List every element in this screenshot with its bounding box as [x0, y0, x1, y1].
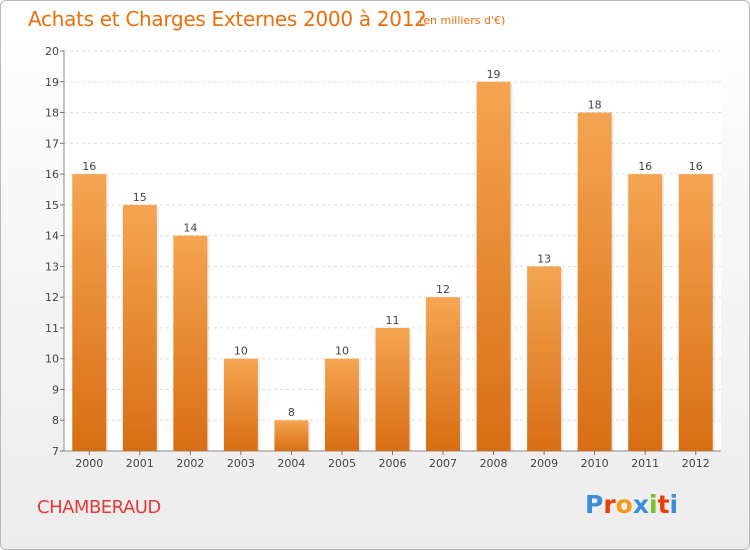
x-tick-label: 2011 — [631, 457, 659, 470]
logo-letter: t — [657, 490, 670, 519]
y-tick-label: 16 — [45, 168, 59, 181]
x-tick-label: 2006 — [379, 457, 407, 470]
logo-letter: i — [669, 490, 679, 519]
data-label: 16 — [638, 160, 652, 173]
data-label: 13 — [537, 252, 551, 265]
bar — [678, 174, 713, 452]
x-tick-label: 2010 — [581, 457, 609, 470]
x-tick-label: 2007 — [429, 457, 457, 470]
commune-name: CHAMBERAUD — [37, 497, 161, 518]
x-tick-label: 2001 — [126, 457, 154, 470]
bar — [72, 174, 107, 452]
bar — [527, 266, 562, 451]
y-tick-label: 18 — [45, 107, 59, 120]
y-tick-label: 9 — [52, 383, 59, 396]
logo-letter: r — [603, 490, 616, 519]
data-label: 8 — [288, 406, 295, 419]
logo-letter: x — [632, 490, 649, 519]
bar — [577, 112, 612, 452]
bar — [223, 358, 258, 451]
bar — [628, 174, 663, 452]
bar — [426, 297, 461, 451]
x-tick-label: 2005 — [328, 457, 356, 470]
data-label: 16 — [689, 160, 703, 173]
y-tick-label: 14 — [45, 230, 59, 243]
data-label: 18 — [588, 99, 602, 112]
data-label: 12 — [436, 283, 450, 296]
chart-title: Achats et Charges Externes 2000 à 2012 — [28, 7, 427, 31]
data-label: 11 — [386, 314, 400, 327]
x-tick-label: 2012 — [682, 457, 710, 470]
x-tick-label: 2000 — [75, 457, 103, 470]
y-tick-label: 17 — [45, 137, 59, 150]
data-label: 14 — [183, 222, 197, 235]
x-tick-label: 2003 — [227, 457, 255, 470]
y-tick-label: 12 — [45, 291, 59, 304]
bar — [274, 420, 309, 451]
x-tick-label: 2004 — [277, 457, 305, 470]
bar — [375, 327, 410, 451]
y-tick-label: 7 — [52, 445, 59, 458]
bar — [324, 358, 359, 451]
bar — [476, 81, 511, 452]
proxiti-logo: Proxiti — [585, 490, 678, 519]
x-tick-label: 2002 — [176, 457, 204, 470]
bar — [122, 204, 157, 451]
data-label: 16 — [82, 160, 96, 173]
logo-letter: P — [585, 490, 604, 519]
data-label: 10 — [335, 345, 349, 358]
chart-subtitle: (en milliers d'€) — [419, 14, 506, 27]
data-label: 15 — [133, 191, 147, 204]
logo-letter: o — [615, 490, 633, 519]
y-tick-label: 15 — [45, 199, 59, 212]
y-tick-label: 10 — [45, 353, 59, 366]
data-label: 10 — [234, 345, 248, 358]
bar — [173, 235, 208, 451]
x-tick-label: 2008 — [480, 457, 508, 470]
data-label: 19 — [487, 68, 501, 81]
x-tick-label: 2009 — [530, 457, 558, 470]
y-tick-label: 8 — [52, 414, 59, 427]
logo-letter: i — [649, 490, 658, 519]
y-tick-label: 19 — [45, 76, 59, 89]
y-tick-label: 13 — [45, 260, 59, 273]
y-tick-label: 20 — [45, 45, 59, 58]
y-tick-label: 11 — [45, 322, 59, 335]
